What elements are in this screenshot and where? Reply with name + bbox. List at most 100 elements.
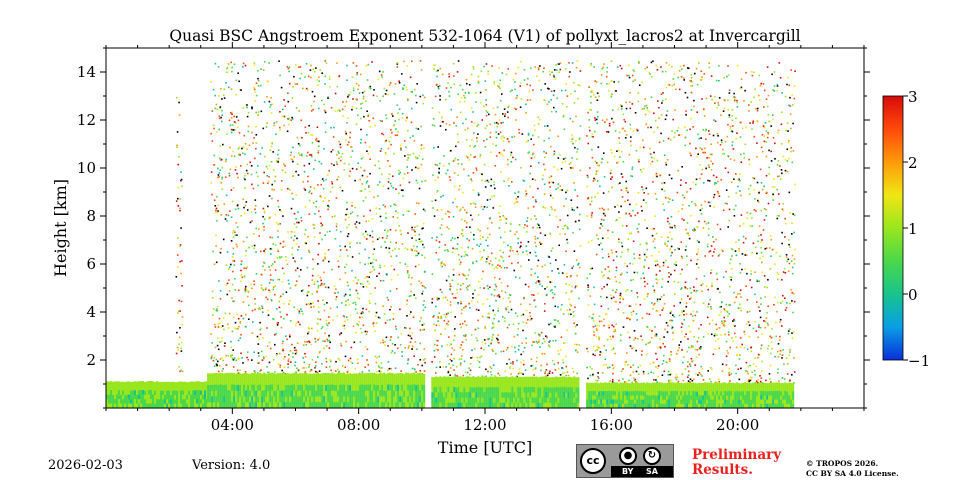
data-point — [246, 209, 249, 211]
data-point — [422, 329, 424, 331]
data-point — [385, 273, 388, 275]
data-point — [225, 158, 227, 161]
data-point — [344, 218, 347, 221]
data-point — [723, 316, 725, 319]
data-point — [485, 368, 487, 371]
data-point — [703, 220, 706, 223]
data-point — [772, 137, 775, 139]
data-point — [351, 108, 353, 111]
data-point — [715, 79, 718, 82]
data-point — [417, 363, 419, 366]
data-point — [300, 257, 303, 260]
data-point — [707, 333, 709, 335]
data-point — [611, 324, 613, 327]
data-point — [487, 338, 489, 341]
data-point — [437, 315, 439, 318]
data-point — [646, 295, 649, 298]
data-point — [423, 300, 425, 302]
data-point — [365, 230, 367, 233]
data-point — [514, 81, 516, 83]
data-point — [468, 367, 470, 369]
data-point — [235, 116, 238, 118]
data-point — [305, 344, 308, 346]
data-point — [678, 248, 680, 250]
data-point — [211, 354, 213, 357]
data-point — [713, 206, 715, 208]
data-point — [407, 99, 409, 102]
data-point — [619, 156, 621, 158]
data-point — [759, 375, 761, 377]
data-point — [543, 150, 545, 153]
data-point — [180, 178, 183, 181]
data-point — [319, 215, 322, 218]
data-point — [475, 92, 477, 94]
data-point — [512, 78, 515, 81]
data-point — [532, 205, 535, 208]
data-point — [336, 163, 338, 165]
data-point — [537, 292, 539, 295]
data-point — [538, 226, 541, 229]
data-point — [504, 317, 506, 319]
data-point — [404, 155, 406, 157]
data-point — [728, 374, 731, 376]
data-point — [479, 155, 481, 158]
data-point — [633, 377, 635, 380]
data-point — [352, 89, 355, 92]
data-point — [782, 349, 784, 351]
data-point — [411, 228, 413, 231]
data-point — [509, 249, 512, 252]
data-point — [262, 127, 265, 130]
data-point — [302, 344, 305, 346]
data-point — [437, 340, 439, 342]
data-point — [523, 79, 526, 81]
data-point — [244, 64, 247, 67]
data-point — [556, 69, 558, 71]
data-point — [793, 300, 796, 303]
data-point — [707, 179, 709, 182]
data-point — [408, 276, 410, 279]
data-point — [402, 195, 404, 197]
data-point — [370, 262, 372, 265]
data-point — [548, 101, 550, 103]
boundary-layer-cell — [110, 394, 113, 400]
boundary-layer-cell — [116, 394, 119, 400]
data-point — [362, 324, 365, 327]
boundary-layer-cell — [146, 381, 149, 387]
data-point — [473, 238, 475, 241]
data-point — [365, 308, 368, 311]
data-point — [468, 373, 471, 376]
data-point — [722, 153, 724, 155]
data-point — [258, 228, 260, 230]
data-point — [516, 315, 519, 317]
data-point — [454, 237, 456, 240]
data-point — [337, 291, 339, 294]
data-point — [343, 324, 346, 327]
boundary-layer-cell — [136, 399, 139, 405]
data-point — [553, 90, 556, 92]
data-point — [234, 289, 237, 291]
data-point — [357, 84, 360, 87]
data-point — [472, 67, 475, 70]
data-point — [251, 287, 253, 290]
data-point — [719, 306, 721, 308]
data-point — [492, 323, 495, 326]
data-point — [557, 268, 559, 270]
data-point — [559, 68, 562, 71]
data-point — [228, 290, 231, 292]
data-point — [320, 279, 322, 282]
data-point — [710, 153, 713, 156]
data-point — [330, 150, 333, 153]
boundary-layer-cell — [168, 386, 171, 392]
data-point — [636, 338, 639, 340]
data-point — [771, 248, 774, 251]
data-point — [790, 127, 792, 130]
data-point — [600, 295, 602, 298]
data-point — [486, 258, 488, 260]
data-point — [664, 196, 667, 199]
data-point — [658, 117, 660, 119]
data-point — [507, 306, 509, 308]
data-point — [517, 322, 520, 325]
data-point — [622, 160, 625, 163]
data-point — [175, 200, 178, 202]
data-point — [568, 298, 571, 301]
